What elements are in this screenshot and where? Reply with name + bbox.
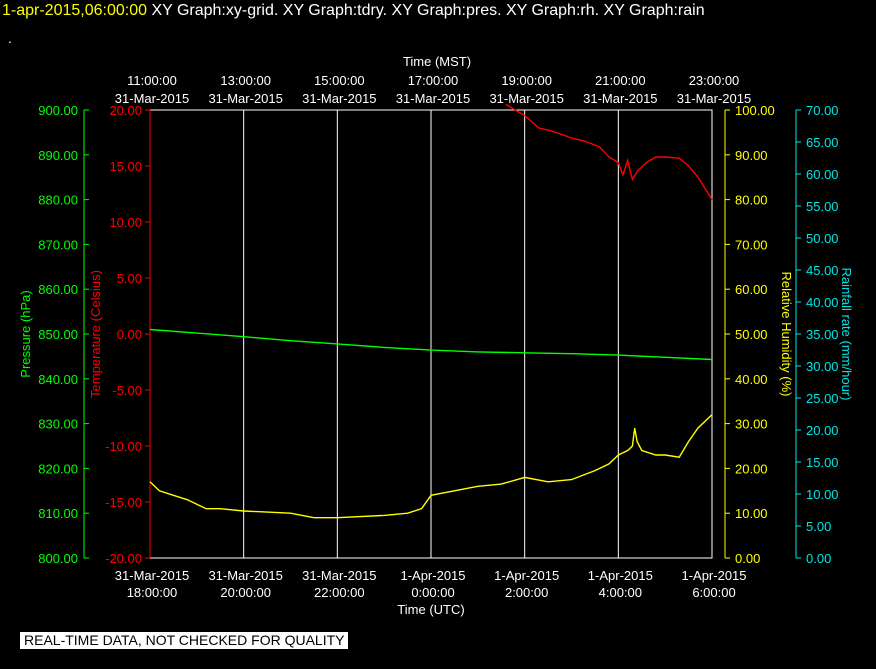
rain-axis-tick-label: 5.00 [806,519,831,534]
temperature-axis-tick-label: 15.00 [109,159,142,174]
top-tick-date: 31-Mar-2015 [208,91,282,106]
bottom-tick-time: 2:00:00 [505,585,548,600]
bottom-tick-time: 18:00:00 [127,585,178,600]
top-tick-time: 23:00:00 [689,73,740,88]
humidity-axis-tick-label: 100.00 [735,103,775,118]
temperature-axis-tick-label: 20.00 [109,103,142,118]
bottom-tick-date: 1-Apr-2015 [681,568,746,583]
pressure-axis-tick-label: 810.00 [38,506,78,521]
top-axis-title: Time (MST) [403,54,471,69]
top-tick-date: 31-Mar-2015 [302,91,376,106]
bottom-tick-time: 22:00:00 [314,585,365,600]
pressure-axis-tick-label: 800.00 [38,551,78,566]
bottom-tick-date: 31-Mar-2015 [302,568,376,583]
top-tick-time: 13:00:00 [220,73,271,88]
bottom-tick-time: 4:00:00 [599,585,642,600]
bottom-axis-title: Time (UTC) [397,602,464,617]
rain-axis-tick-label: 50.00 [806,231,839,246]
pressure-axis-tick-label: 850.00 [38,327,78,342]
rain-axis-tick-label: 40.00 [806,295,839,310]
rain-axis-tick-label: 70.00 [806,103,839,118]
pressure-axis-tick-label: 880.00 [38,193,78,208]
pressure-axis-tick-label: 890.00 [38,148,78,163]
top-tick-date: 31-Mar-2015 [115,91,189,106]
rain-axis-tick-label: 10.00 [806,487,839,502]
bottom-tick-date: 31-Mar-2015 [115,568,189,583]
series-humidity-line [149,414,713,519]
quality-disclaimer: REAL-TIME DATA, NOT CHECKED FOR QUALITY [20,632,349,649]
humidity-axis-tick-label: 0.00 [735,551,760,566]
humidity-axis-tick-label: 40.00 [735,372,768,387]
top-tick-date: 31-Mar-2015 [396,91,470,106]
humidity-axis-tick-label: 10.00 [735,506,768,521]
bottom-tick-date: 1-Apr-2015 [494,568,559,583]
top-tick-time: 15:00:00 [314,73,365,88]
temperature-axis-tick-label: 0.00 [117,327,142,342]
bottom-tick-time: 20:00:00 [220,585,271,600]
top-tick-time: 11:00:00 [127,73,177,88]
header-graph-list: XY Graph:xy-grid. XY Graph:tdry. XY Grap… [151,2,705,19]
top-tick-date: 31-Mar-2015 [677,91,751,106]
humidity-axis-tick-label: 50.00 [735,327,768,342]
rain-axis-tick-label: 45.00 [806,263,839,278]
temperature-axis-tick-label: -5.00 [112,383,142,398]
top-tick-date: 31-Mar-2015 [583,91,657,106]
pressure-axis-tick-label: 900.00 [38,103,78,118]
pressure-axis-tick-label: 870.00 [38,237,78,252]
humidity-axis-tick-label: 20.00 [735,461,768,476]
rain-axis-title: Rainfall rate (mm/hour) [839,268,854,401]
humidity-axis-tick-label: 90.00 [735,148,768,163]
pressure-axis-tick-label: 860.00 [38,282,78,297]
series-pressure-line [149,328,713,361]
header-date: 1-apr-2015,06:00:00 [2,2,147,19]
temperature-axis-tick-label: 5.00 [117,271,142,286]
humidity-axis-tick-label: 30.00 [735,417,768,432]
header-dot: . [8,30,12,46]
pressure-axis-tick-label: 840.00 [38,372,78,387]
humidity-axis-title: Relative Humidity (%) [779,272,794,397]
temperature-axis-tick-label: 10.00 [109,215,142,230]
rain-axis-tick-label: 15.00 [806,455,839,470]
bottom-tick-time: 6:00:00 [692,585,735,600]
top-tick-time: 21:00:00 [595,73,646,88]
rain-axis-tick-label: 20.00 [806,423,839,438]
humidity-axis-tick-label: 60.00 [735,282,768,297]
rain-axis-tick-label: 25.00 [806,391,839,406]
rain-axis-tick-label: 60.00 [806,167,839,182]
bottom-tick-date: 1-Apr-2015 [400,568,465,583]
header-title-bar: 1-apr-2015,06:00:00 XY Graph:xy-grid. XY… [2,2,705,20]
top-tick-time: 17:00:00 [408,73,459,88]
humidity-axis-tick-label: 80.00 [735,193,768,208]
rain-axis-tick-label: 65.00 [806,135,839,150]
temperature-axis-title: Temperature (Celsius) [88,270,103,398]
temperature-axis-tick-label: -15.00 [105,495,142,510]
pressure-axis-tick-label: 820.00 [38,461,78,476]
bottom-tick-date: 31-Mar-2015 [208,568,282,583]
bottom-tick-date: 1-Apr-2015 [588,568,653,583]
rain-axis-tick-label: 35.00 [806,327,839,342]
pressure-axis-title: Pressure (hPa) [18,290,33,377]
temperature-axis-tick-label: -10.00 [105,439,142,454]
temperature-axis-tick-label: -20.00 [105,551,142,566]
humidity-axis-tick-label: 70.00 [735,237,768,252]
rain-axis-tick-label: 0.00 [806,551,831,566]
pressure-axis-tick-label: 830.00 [38,417,78,432]
rain-axis-tick-label: 30.00 [806,359,839,374]
rain-axis-tick-label: 55.00 [806,199,839,214]
top-tick-date: 31-Mar-2015 [489,91,563,106]
top-tick-time: 19:00:00 [501,73,552,88]
series-temperature-line [505,103,713,200]
bottom-tick-time: 0:00:00 [411,585,454,600]
